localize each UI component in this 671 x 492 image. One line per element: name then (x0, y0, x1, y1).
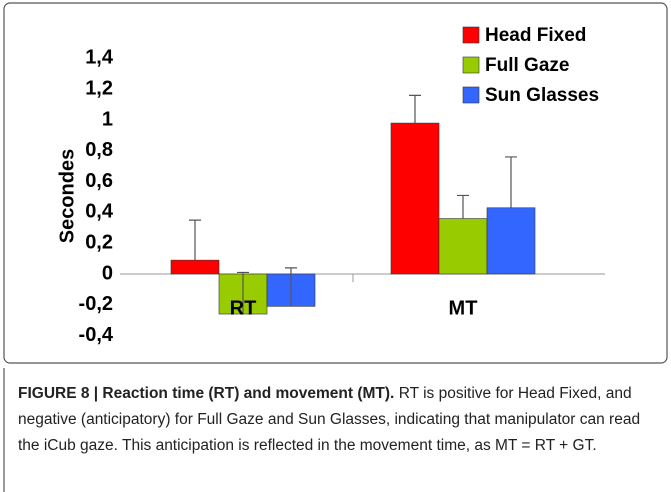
y-tick-label: 1,2 (85, 77, 113, 99)
y-tick-label: -0,2 (79, 293, 113, 315)
y-tick-label: 0,4 (85, 201, 114, 223)
legend-label: Full Gaze (485, 55, 569, 76)
legend-label: Sun Glasses (485, 85, 599, 106)
x-tick-label: RT (230, 297, 257, 319)
y-axis-label: Secondes (56, 149, 78, 243)
caption: FIGURE 8 | Reaction time (RT) and moveme… (18, 381, 654, 459)
legend-label: Head Fixed (485, 25, 586, 46)
bar (170, 259, 220, 275)
x-tick-label: MT (449, 297, 478, 319)
error-bar (189, 219, 201, 261)
y-tick-label: 0,6 (85, 170, 113, 192)
y-tick-label: 0,2 (85, 231, 113, 253)
y-tick-label: 0 (102, 262, 113, 284)
bar (438, 218, 488, 275)
error-bar (505, 156, 517, 208)
error-bar (457, 194, 469, 219)
caption-text: RT is positive for Head Fixed, and negat… (18, 385, 641, 454)
bar (486, 207, 536, 275)
error-bar (237, 271, 249, 315)
legend-swatch (462, 26, 480, 44)
bar (390, 122, 440, 275)
error-bar (285, 267, 297, 307)
error-bar (409, 94, 421, 124)
y-tick-label: 0,8 (85, 139, 113, 161)
y-tick-label: -0,4 (79, 324, 114, 346)
caption-title: FIGURE 8 | Reaction time (RT) and moveme… (18, 385, 395, 402)
y-tick-label: 1,4 (85, 47, 114, 69)
legend-swatch (462, 56, 480, 74)
y-tick-label: 1 (102, 108, 113, 130)
legend-swatch (462, 86, 480, 104)
